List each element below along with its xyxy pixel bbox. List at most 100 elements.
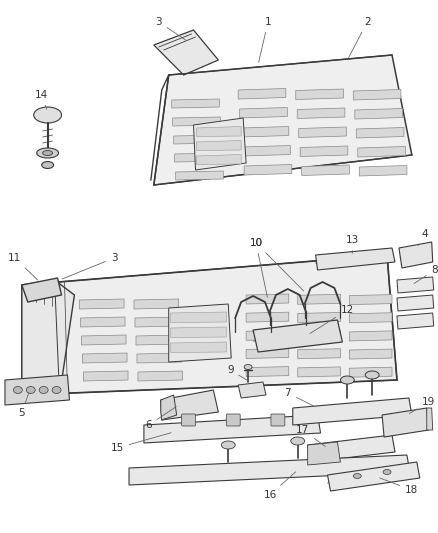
Text: 10: 10 <box>250 238 267 297</box>
FancyBboxPatch shape <box>182 414 195 426</box>
Text: 18: 18 <box>380 478 418 495</box>
Text: 6: 6 <box>145 407 177 430</box>
Polygon shape <box>355 109 403 119</box>
Polygon shape <box>397 313 434 329</box>
Text: 8: 8 <box>414 265 438 284</box>
Ellipse shape <box>42 150 53 156</box>
Ellipse shape <box>244 365 252 369</box>
Text: 14: 14 <box>35 90 48 109</box>
Polygon shape <box>129 455 410 485</box>
FancyBboxPatch shape <box>271 414 285 426</box>
Ellipse shape <box>365 371 379 379</box>
Polygon shape <box>246 349 289 359</box>
Polygon shape <box>173 117 220 126</box>
Polygon shape <box>22 255 397 395</box>
Polygon shape <box>171 342 226 352</box>
Ellipse shape <box>34 107 61 123</box>
Text: 3: 3 <box>62 253 117 279</box>
Ellipse shape <box>340 376 354 384</box>
Text: 13: 13 <box>346 235 359 253</box>
Polygon shape <box>144 415 321 443</box>
Text: 3: 3 <box>155 17 186 41</box>
Polygon shape <box>136 335 180 345</box>
Polygon shape <box>241 126 289 137</box>
Polygon shape <box>171 312 226 322</box>
Polygon shape <box>397 277 434 293</box>
FancyBboxPatch shape <box>226 414 240 426</box>
Ellipse shape <box>353 473 361 479</box>
Polygon shape <box>197 155 241 165</box>
Text: 4: 4 <box>418 229 428 246</box>
Ellipse shape <box>291 437 305 445</box>
Polygon shape <box>22 278 61 302</box>
Polygon shape <box>296 89 343 100</box>
Polygon shape <box>169 304 231 362</box>
Text: 11: 11 <box>8 253 38 280</box>
Polygon shape <box>253 320 343 352</box>
Polygon shape <box>397 295 434 311</box>
Polygon shape <box>138 371 183 381</box>
Polygon shape <box>175 153 223 162</box>
Text: 2: 2 <box>349 17 371 58</box>
Polygon shape <box>350 295 392 304</box>
Polygon shape <box>246 294 289 304</box>
Polygon shape <box>172 99 219 108</box>
Ellipse shape <box>221 441 235 449</box>
Polygon shape <box>298 294 340 304</box>
Polygon shape <box>238 88 286 99</box>
Ellipse shape <box>52 386 61 393</box>
Polygon shape <box>246 312 289 322</box>
Text: 7: 7 <box>285 388 315 407</box>
Polygon shape <box>358 147 406 157</box>
Polygon shape <box>302 165 350 175</box>
Polygon shape <box>307 435 395 462</box>
Polygon shape <box>350 349 392 359</box>
Polygon shape <box>328 462 420 491</box>
Polygon shape <box>298 349 340 359</box>
Text: 5: 5 <box>18 393 29 418</box>
Polygon shape <box>194 118 246 170</box>
Polygon shape <box>359 166 407 176</box>
Polygon shape <box>161 395 177 420</box>
Polygon shape <box>350 331 392 341</box>
Polygon shape <box>161 390 218 420</box>
Polygon shape <box>298 312 340 322</box>
Polygon shape <box>382 408 429 437</box>
Polygon shape <box>22 280 74 395</box>
Polygon shape <box>298 367 340 377</box>
Polygon shape <box>350 313 392 323</box>
Polygon shape <box>307 442 340 465</box>
Polygon shape <box>399 242 433 268</box>
Polygon shape <box>171 327 226 337</box>
Text: 1: 1 <box>259 17 271 62</box>
Polygon shape <box>300 146 348 157</box>
Ellipse shape <box>37 148 59 158</box>
Ellipse shape <box>383 470 391 474</box>
Polygon shape <box>134 299 179 309</box>
Ellipse shape <box>26 386 35 393</box>
Polygon shape <box>353 90 401 100</box>
Polygon shape <box>81 335 126 345</box>
Polygon shape <box>246 367 289 377</box>
Polygon shape <box>5 375 70 405</box>
Polygon shape <box>83 371 128 381</box>
Ellipse shape <box>42 161 53 168</box>
Polygon shape <box>197 141 241 150</box>
Text: 15: 15 <box>110 433 171 453</box>
Text: 16: 16 <box>263 472 296 500</box>
Text: 10: 10 <box>250 238 304 291</box>
Polygon shape <box>154 55 412 185</box>
Polygon shape <box>238 382 266 398</box>
Polygon shape <box>316 248 395 270</box>
Polygon shape <box>244 165 292 175</box>
Polygon shape <box>137 353 182 363</box>
Polygon shape <box>298 330 340 341</box>
Polygon shape <box>293 398 412 425</box>
Polygon shape <box>174 135 221 144</box>
Ellipse shape <box>39 386 48 393</box>
Polygon shape <box>427 408 433 430</box>
Polygon shape <box>79 299 124 309</box>
Text: 9: 9 <box>227 365 248 381</box>
Text: 12: 12 <box>310 305 354 334</box>
Ellipse shape <box>14 386 22 393</box>
